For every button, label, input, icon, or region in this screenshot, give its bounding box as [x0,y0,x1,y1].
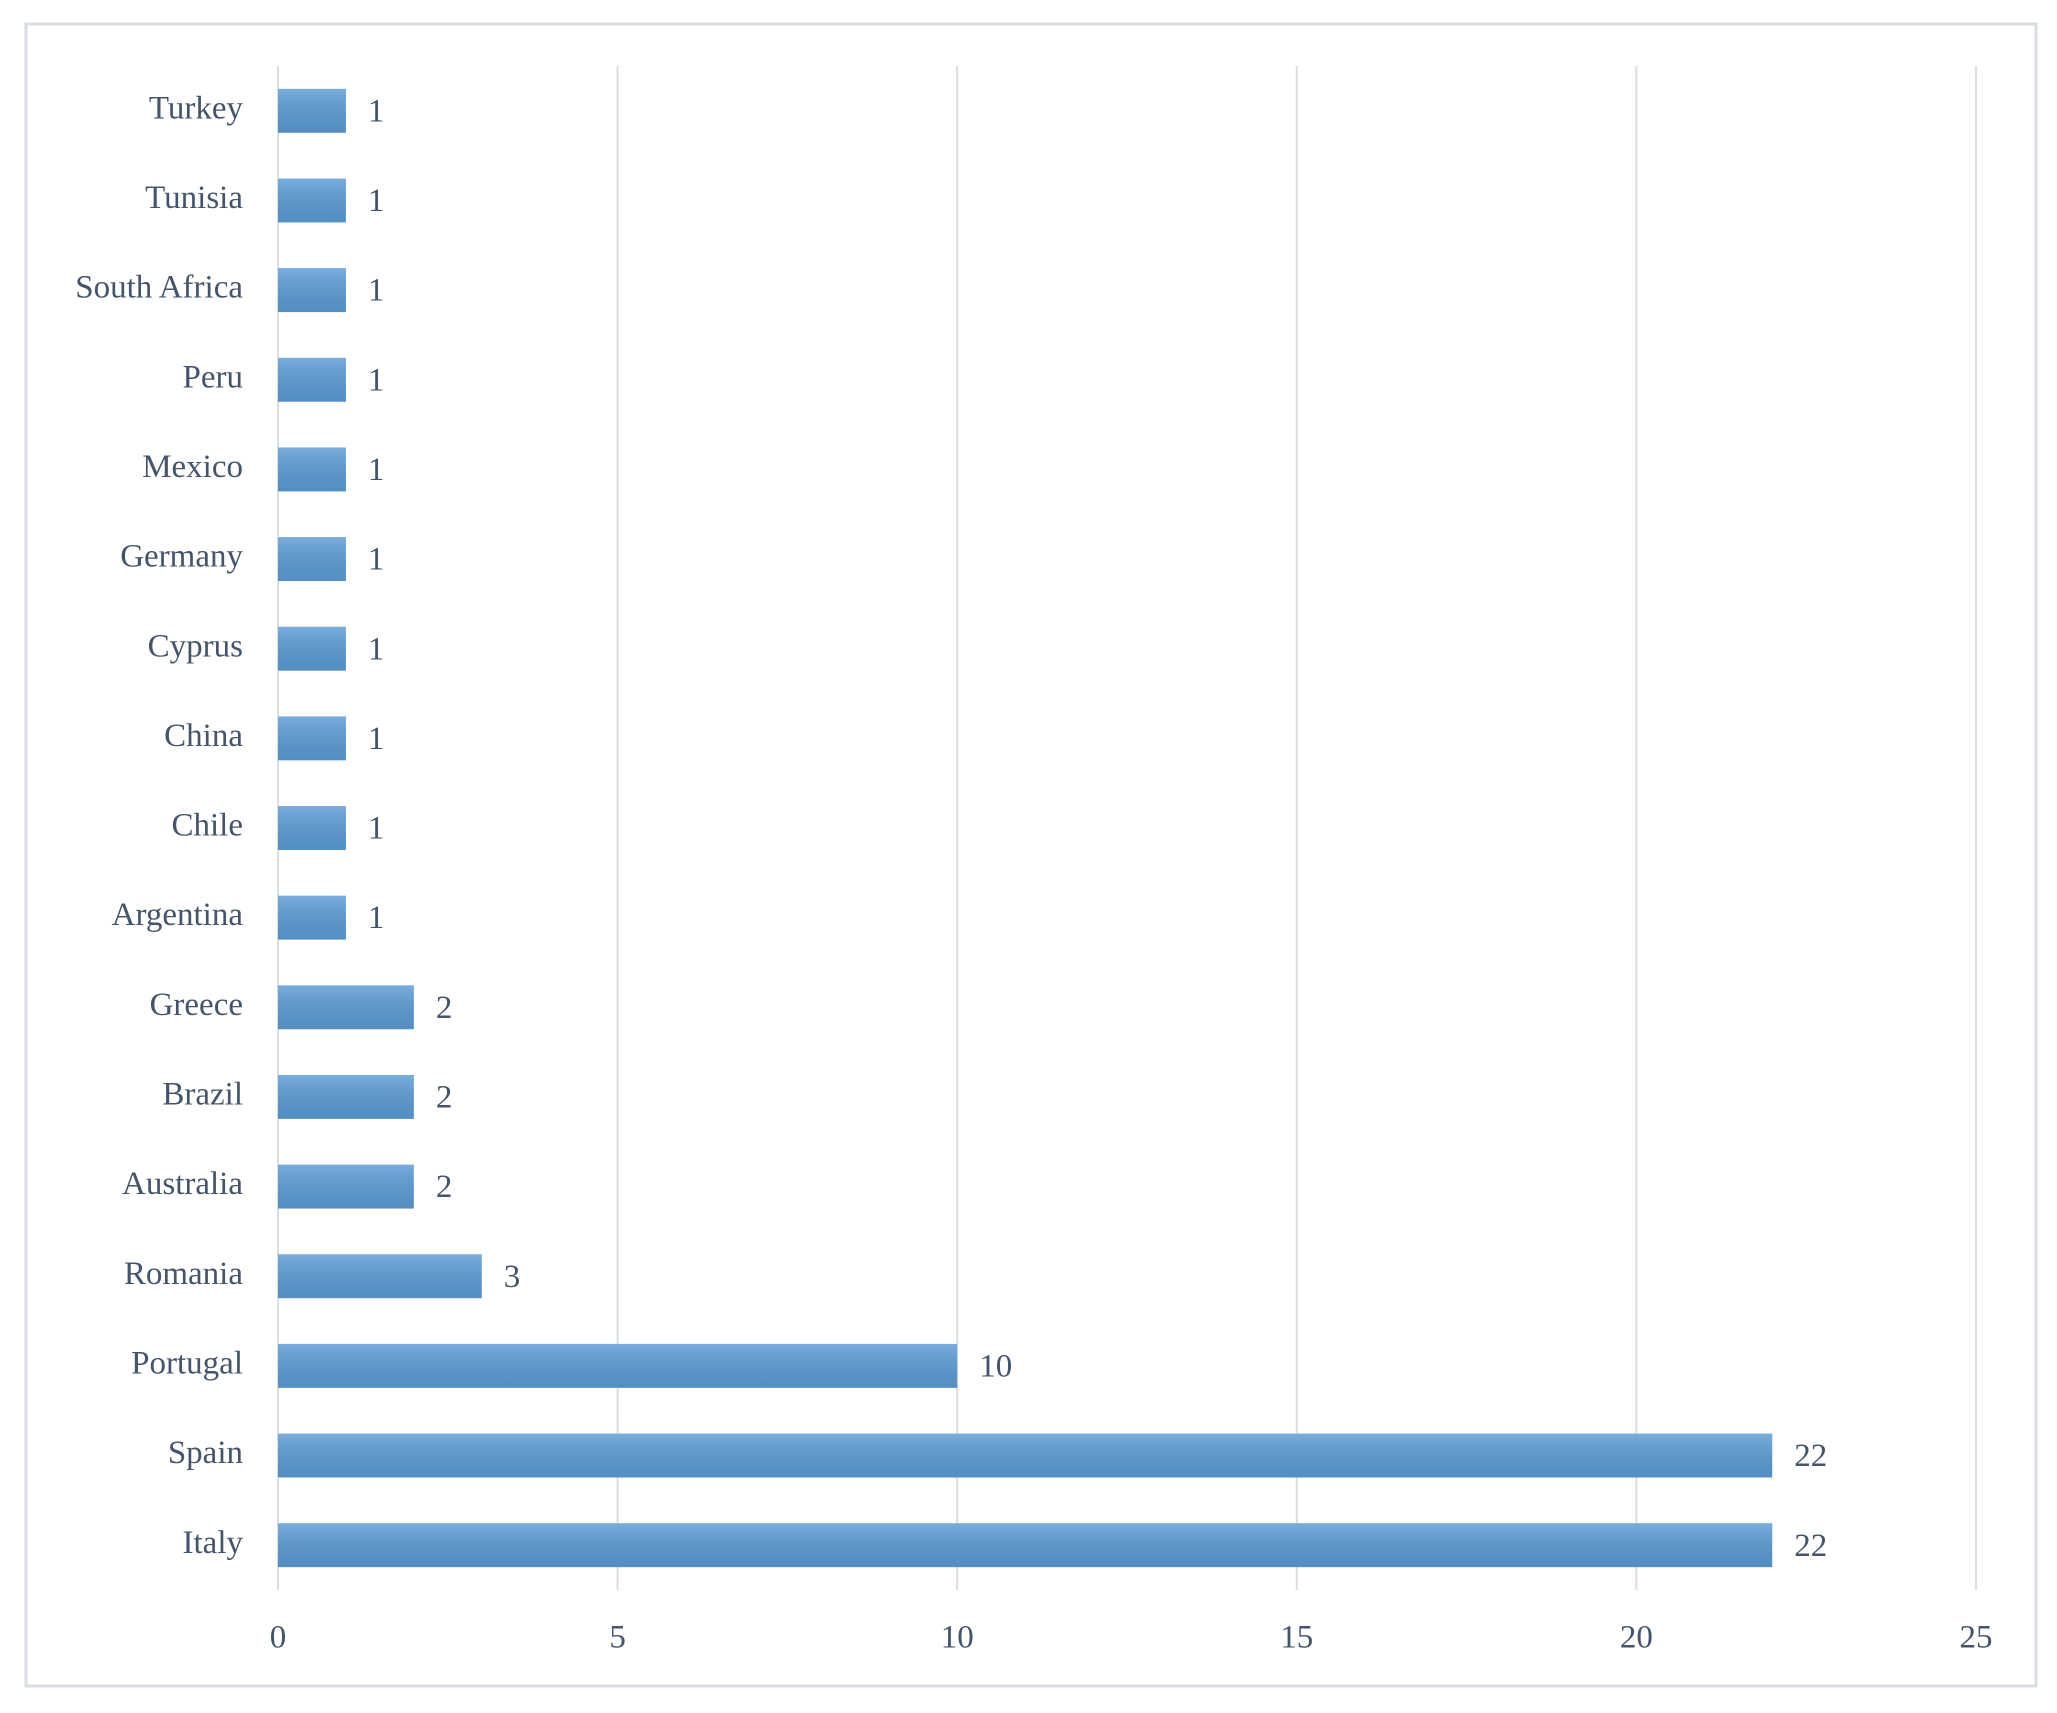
data-label: 1 [368,183,385,219]
x-tick-label: 20 [1620,1620,1653,1656]
y-tick-label: Argentina [112,897,244,933]
bar-shade [278,1343,958,1388]
y-tick-label: China [164,718,243,754]
data-label: 1 [368,721,385,757]
y-tick-label: Chile [172,808,244,844]
data-label: 1 [368,542,385,578]
y-tick-label: Germany [120,539,243,575]
bar-shade [278,716,346,761]
bar-shade [278,626,346,671]
bar-shade [278,1523,1773,1568]
bar-shade [278,1433,1773,1478]
y-tick-label: Romania [124,1256,243,1292]
bar-shade [278,88,346,133]
bar-shade [278,1164,414,1209]
data-label: 2 [436,1080,453,1116]
data-label: 1 [368,900,385,936]
data-label: 1 [368,811,385,847]
y-tick-label: Cyprus [148,628,243,664]
data-label: 1 [368,362,385,398]
bar-shade [278,357,346,402]
bar-shade [278,537,346,582]
y-tick-label: South Africa [75,270,243,306]
y-tick-label: Greece [150,987,243,1023]
data-label: 1 [368,93,385,129]
bar-shade [278,178,346,223]
bar-shade [278,268,346,313]
data-label: 1 [368,273,385,309]
data-label: 2 [436,1169,453,1205]
data-label: 1 [368,452,385,488]
data-label: 22 [1794,1528,1827,1564]
x-tick-label: 0 [270,1620,287,1656]
data-label: 1 [368,631,385,667]
bar-shade [278,447,346,492]
x-tick-label: 15 [1280,1620,1313,1656]
y-tick-label: Australia [122,1166,243,1202]
bar-shade [278,806,346,850]
bar-shade [278,895,346,940]
y-tick-label: Peru [183,359,244,395]
data-label: 22 [1794,1438,1827,1474]
x-tick-label: 10 [941,1620,974,1656]
data-label: 10 [979,1348,1012,1384]
x-tick-label: 25 [1960,1620,1993,1656]
y-tick-label: Portugal [131,1345,243,1381]
x-tick-label: 5 [609,1620,626,1656]
y-tick-label: Turkey [149,90,244,126]
bar-shade [278,1074,414,1119]
bar-shade [278,985,414,1030]
y-tick-label: Tunisia [145,180,243,216]
y-tick-label: Italy [183,1525,244,1561]
y-tick-label: Spain [168,1435,243,1471]
y-tick-label: Mexico [142,449,243,485]
data-label: 2 [436,990,453,1026]
y-tick-label: Brazil [162,1077,243,1113]
bar-shade [278,1254,482,1299]
data-label: 3 [504,1259,521,1295]
chart-frame [24,22,2038,1688]
